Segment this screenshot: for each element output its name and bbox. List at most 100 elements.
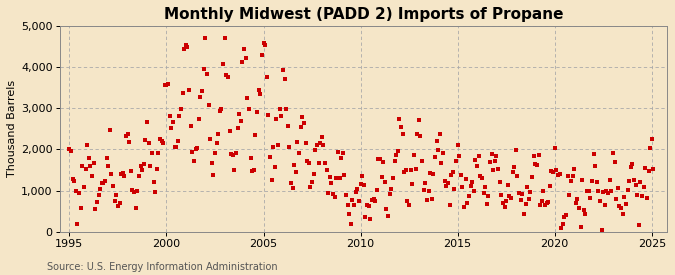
Point: [566, 178, 576, 183]
Point: [338, 151, 348, 156]
Point: [232, 126, 243, 130]
Point: [187, 149, 198, 154]
Point: [423, 189, 434, 194]
Point: [408, 153, 419, 157]
Point: [106, 172, 117, 176]
Point: [603, 191, 614, 196]
Point: [248, 168, 259, 172]
Point: [100, 178, 111, 183]
Point: [150, 189, 161, 194]
Point: [260, 42, 271, 47]
Point: [533, 152, 544, 157]
Point: [468, 189, 479, 194]
Point: [640, 166, 651, 170]
Point: [296, 125, 306, 130]
Point: [69, 178, 80, 183]
Point: [391, 153, 402, 157]
Point: [456, 173, 466, 178]
Point: [543, 200, 554, 204]
Point: [74, 190, 84, 195]
Point: [294, 151, 304, 155]
Point: [105, 127, 115, 132]
Point: [273, 143, 284, 147]
Point: [180, 43, 191, 47]
Point: [329, 195, 340, 199]
Point: [207, 161, 217, 166]
Point: [245, 156, 256, 160]
Point: [399, 170, 410, 175]
Point: [577, 178, 588, 182]
Point: [129, 190, 140, 194]
Point: [531, 162, 542, 167]
Point: [269, 165, 280, 169]
Point: [203, 103, 214, 107]
Point: [392, 148, 403, 153]
Point: [546, 169, 557, 174]
Point: [561, 212, 572, 217]
Point: [349, 202, 360, 207]
Point: [633, 223, 644, 227]
Point: [645, 145, 655, 150]
Point: [297, 115, 308, 120]
Point: [194, 117, 205, 121]
Point: [166, 126, 177, 130]
Point: [223, 75, 234, 79]
Point: [161, 82, 172, 87]
Point: [143, 141, 154, 145]
Point: [190, 146, 201, 151]
Point: [501, 199, 512, 204]
Point: [601, 189, 612, 193]
Point: [315, 141, 325, 145]
Point: [331, 176, 342, 180]
Point: [311, 142, 322, 147]
Point: [510, 148, 521, 153]
Point: [156, 139, 167, 143]
Point: [84, 156, 95, 161]
Point: [612, 186, 623, 191]
Point: [215, 108, 225, 113]
Point: [302, 159, 313, 163]
Point: [590, 164, 601, 168]
Point: [93, 192, 104, 197]
Point: [179, 46, 190, 51]
Point: [126, 169, 136, 174]
Point: [418, 187, 429, 192]
Point: [119, 174, 130, 178]
Point: [465, 184, 476, 188]
Point: [132, 189, 142, 194]
Point: [335, 156, 346, 160]
Point: [475, 173, 486, 178]
Point: [593, 188, 603, 193]
Point: [591, 180, 602, 185]
Point: [572, 196, 583, 201]
Point: [595, 199, 605, 204]
Point: [209, 150, 220, 155]
Point: [547, 170, 558, 174]
Point: [195, 95, 206, 99]
Point: [198, 67, 209, 72]
Point: [355, 182, 366, 186]
Point: [368, 197, 379, 201]
Point: [449, 186, 460, 191]
Point: [169, 145, 180, 149]
Point: [491, 154, 502, 159]
Point: [155, 137, 165, 141]
Point: [520, 202, 531, 206]
Point: [394, 117, 405, 121]
Point: [446, 173, 456, 177]
Point: [415, 133, 426, 138]
Point: [229, 168, 240, 173]
Point: [570, 201, 581, 205]
Point: [439, 179, 450, 184]
Point: [464, 194, 475, 198]
Point: [65, 149, 76, 153]
Point: [379, 179, 390, 184]
Point: [365, 217, 376, 221]
Point: [321, 167, 332, 172]
Point: [172, 139, 183, 144]
Point: [639, 185, 649, 189]
Point: [216, 106, 227, 111]
Point: [208, 172, 219, 177]
Point: [298, 121, 309, 125]
Point: [117, 170, 128, 175]
